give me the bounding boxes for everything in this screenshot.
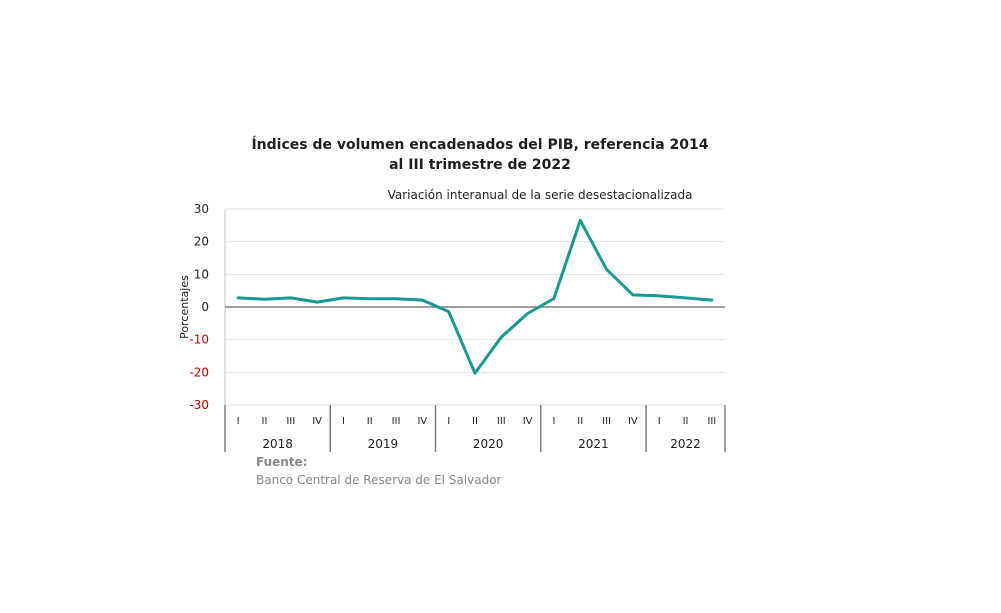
year-label: 2018 <box>262 437 293 451</box>
data-point <box>421 298 424 302</box>
y-tick-label: 20 <box>194 235 209 249</box>
data-point <box>684 296 687 300</box>
quarter-label: I <box>342 416 345 427</box>
source-text: Banco Central de Reserva de El Salvador <box>256 473 502 487</box>
quarter-label: II <box>577 416 583 427</box>
y-tick-label: -30 <box>189 398 209 412</box>
grid-lines <box>225 208 725 406</box>
quarter-label: IV <box>417 416 427 427</box>
quarter-label: III <box>602 416 611 427</box>
data-point <box>710 298 714 302</box>
data-point <box>579 219 582 222</box>
data-point <box>263 297 266 301</box>
y-axis-title: Porcentajes <box>178 275 191 339</box>
series-line <box>236 218 714 375</box>
quarter-label: III <box>497 416 506 427</box>
data-point <box>236 296 240 300</box>
data-point <box>605 268 608 271</box>
data-point <box>658 294 661 298</box>
data-point <box>447 310 450 313</box>
data-point <box>342 296 345 300</box>
quarter-label: I <box>237 416 240 427</box>
data-point <box>289 296 292 300</box>
source-label: Fuente: <box>256 455 308 469</box>
data-point <box>526 312 529 315</box>
data-point <box>631 293 635 297</box>
quarter-label: IV <box>312 416 322 427</box>
year-label: 2021 <box>578 437 609 451</box>
quarter-label: I <box>447 416 450 427</box>
year-label: 2022 <box>670 437 701 451</box>
quarter-label: III <box>286 416 295 427</box>
y-tick-label: -10 <box>189 333 209 347</box>
y-tick-label: 30 <box>194 202 209 216</box>
year-label: 2019 <box>368 437 399 451</box>
chart-subtitle: Variación interanual de la serie desesta… <box>387 188 693 202</box>
y-tick-label: -20 <box>189 365 209 379</box>
quarter-label: II <box>262 416 268 427</box>
quarter-label: I <box>658 416 661 427</box>
y-tick-label: 0 <box>201 300 209 314</box>
quarter-label: II <box>683 416 689 427</box>
series <box>236 218 714 375</box>
quarter-label: IV <box>523 416 533 427</box>
y-tick-label: 10 <box>194 267 209 281</box>
data-point <box>552 297 556 300</box>
data-point <box>315 300 319 304</box>
data-point <box>473 372 477 375</box>
tick-labels: 30 20 10 0 -10 -20 -30 Porcentajes 2018 2019 2020 2… <box>178 202 716 451</box>
quarter-label: III <box>392 416 401 427</box>
axes <box>224 209 726 452</box>
quarter-label: II <box>472 416 478 427</box>
data-point <box>500 335 503 339</box>
data-point <box>368 297 371 301</box>
data-point <box>394 297 398 301</box>
chart-title-line-2: al III trimestre de 2022 <box>389 157 571 173</box>
quarter-label: II <box>367 416 373 427</box>
year-label: 2020 <box>473 437 504 451</box>
quarter-label: IV <box>628 416 638 427</box>
chart-title-line-1: Índices de volumen encadenados del PIB, … <box>251 137 709 153</box>
quarter-label: I <box>552 416 555 427</box>
quarter-label: III <box>707 416 716 427</box>
